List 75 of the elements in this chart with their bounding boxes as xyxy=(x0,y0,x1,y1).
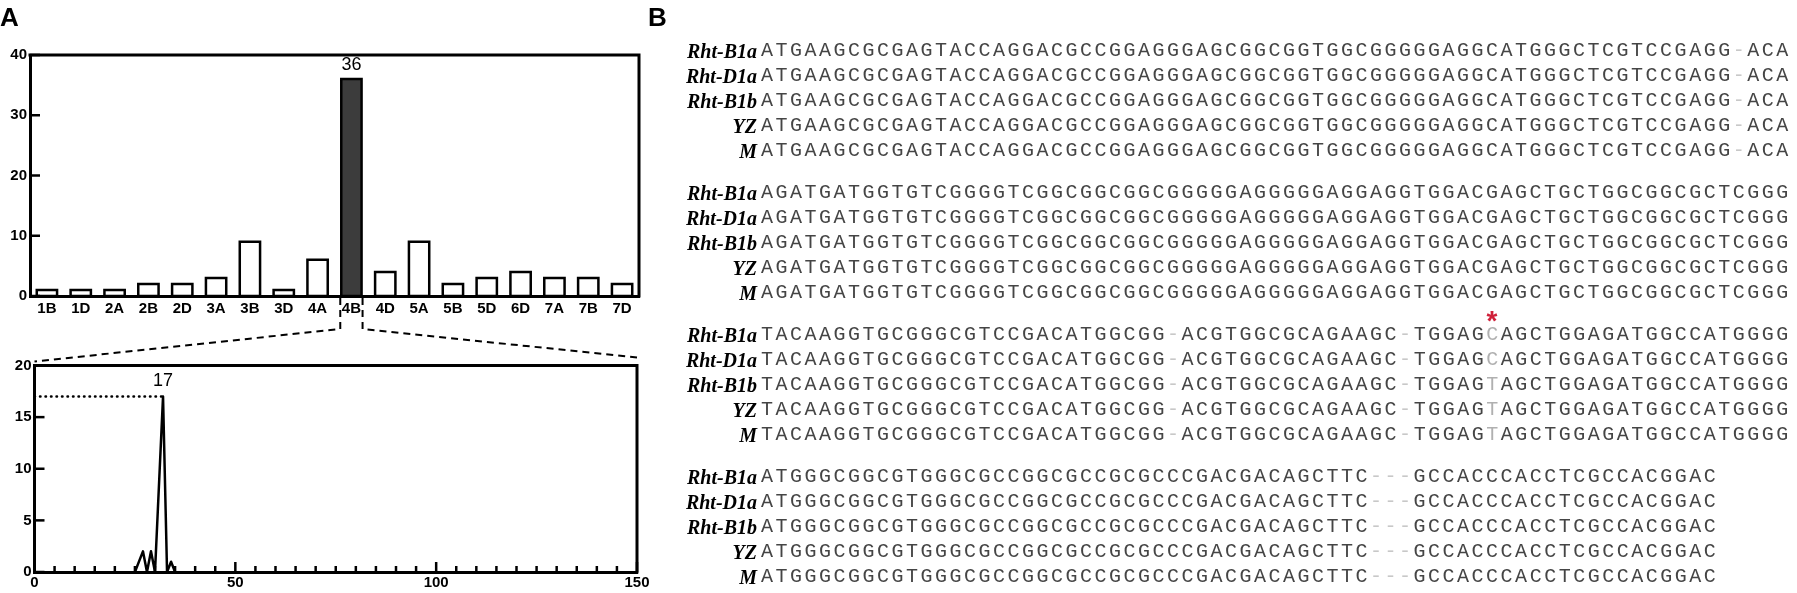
y-tick-label: 30 xyxy=(10,105,27,123)
text: B xyxy=(648,2,667,32)
category-label: Rht-D1a xyxy=(685,207,757,229)
y-tick-label: 15 xyxy=(14,407,32,425)
x-tick-label: 6D xyxy=(510,299,531,317)
x-tick-label: 1D xyxy=(71,299,91,317)
text: ATGGGCGGCGTGGGCGCCGGCGCCGCGCCCGACGACAGCTTC---GCCACCCACCTCGCCACGGAC xyxy=(761,540,1719,563)
category-label: M xyxy=(739,566,757,588)
x-tick-label: 1B xyxy=(37,299,57,317)
text: ATGAAGCGCGAGTACCAGGACGCCGGAGGGAGCGGCGGTGGCGGGGGAGGCATGGGCTCGTCCGAGG-ACA xyxy=(761,89,1791,112)
x-tick-label: 4D xyxy=(375,299,395,317)
x-tick-label: 4A xyxy=(307,299,328,317)
category-label: M xyxy=(739,139,757,163)
category-label: Rht-B1b xyxy=(686,89,757,113)
y-tick-label: 5 xyxy=(23,510,32,528)
y-tick-label: 10 xyxy=(14,458,32,476)
data-label: 36 xyxy=(341,54,362,75)
category-label: Rht-D1a xyxy=(685,64,757,88)
x-tick-label: 100 xyxy=(423,573,449,591)
text: ATGAAGCGCGAGTACCAGGACGCCGGAGGGAGCGGCGGTGGCGGGGGAGGCATGGGCTCGTCCGAGG-ACA xyxy=(761,39,1791,62)
category-label: Rht-B1a xyxy=(686,324,757,346)
text: TACAAGGTGCGGGCGTCCGACATGGCGG-ACGTGGCGCAGAAGC-TGGAGCAGCTGGAGATGGCCATGGGG xyxy=(761,348,1791,371)
text: AGATGATGGTGTCGGGGTCGGCGGCGGCGGGGGAGGGGGAGGAGGTGGACGAGCTGCTGGCGGCGCTCGGG xyxy=(761,181,1791,204)
y-tick-label: 10 xyxy=(10,225,27,243)
category-label: Rht-B1a xyxy=(686,182,757,204)
x-tick-label: 7D xyxy=(612,299,632,317)
x-tick-label: 2D xyxy=(172,299,192,317)
y-tick-label: 40 xyxy=(10,45,27,63)
y-tick-label: 0 xyxy=(23,562,32,580)
text: ATGAAGCGCGAGTACCAGGACGCCGGAGGGAGCGGCGGTGGCGGGGGAGGCATGGGCTCGTCCGAGG-ACA xyxy=(761,114,1791,137)
text: TACAAGGTGCGGGCGTCCGACATGGCGG-ACGTGGCGCAGAAGC-TGGAGTAGCTGGAGATGGCCATGGGG xyxy=(761,423,1791,446)
y-tick-label: 20 xyxy=(10,165,27,183)
text: TACAAGGTGCGGGCGTCCGACATGGCGG-ACGTGGCGCAGAAGC-TGGAGCAGCTGGAGATGGCCATGGGG xyxy=(761,323,1791,346)
category-label: YZ xyxy=(732,399,757,421)
category-label: YZ xyxy=(732,257,757,279)
y-tick-label: 0 xyxy=(18,286,27,304)
category-label: Rht-D1a xyxy=(685,491,757,513)
text: ATGGGCGGCGTGGGCGCCGGCGCCGCGCCCGACGACAGCTTC---GCCACCCACCTCGCCACGGAC xyxy=(761,565,1719,588)
x-tick-label: 150 xyxy=(624,573,650,591)
category-label: M xyxy=(739,282,757,304)
chart-title: A xyxy=(0,2,19,32)
text: AGATGATGGTGTCGGGGTCGGCGGCGGCGGGGGAGGGGGAGGAGGTGGACGAGCTGCTGGCGGCGCTCGGG xyxy=(761,256,1791,279)
x-tick-label: 3B xyxy=(240,299,260,317)
category-label: Rht-B1a xyxy=(686,39,757,63)
text: AGATGATGGTGTCGGGGTCGGCGGCGGCGGGGGAGGGGGAGGAGGTGGACGAGCTGCTGGCGGCGCTCGGG xyxy=(761,281,1791,304)
category-label: Rht-B1b xyxy=(686,232,757,254)
x-tick-label: 2B xyxy=(138,299,159,317)
y-tick-label: 20 xyxy=(14,355,32,373)
category-label: Rht-B1b xyxy=(686,374,757,396)
category-label: Rht-D1a xyxy=(685,349,757,371)
text: TACAAGGTGCGGGCGTCCGACATGGCGG-ACGTGGCGCAGAAGC-TGGAGTAGCTGGAGATGGCCATGGGG xyxy=(761,398,1791,421)
x-tick-label: 4B xyxy=(341,299,362,317)
category-label: YZ xyxy=(732,114,757,138)
x-tick-label: 3D xyxy=(274,299,294,317)
text: AGATGATGGTGTCGGGGTCGGCGGCGGCGGGGGAGGGGGAGGAGGTGGACGAGCTGCTGGCGGCGCTCGGG xyxy=(761,231,1791,254)
text: ATGGGCGGCGTGGGCGCCGGCGCCGCGCCCGACGACAGCTTC---GCCACCCACCTCGCCACGGAC xyxy=(761,465,1719,488)
text: ATGGGCGGCGTGGGCGCCGGCGCCGCGCCCGACGACAGCTTC---GCCACCCACCTCGCCACGGAC xyxy=(761,490,1719,513)
x-tick-label: 50 xyxy=(226,573,244,591)
text: ATGAAGCGCGAGTACCAGGACGCCGGAGGGAGCGGCGGTGGCGGGGGAGGCATGGGCTCGTCCGAGG-ACA xyxy=(761,64,1791,87)
x-tick-label: 2A xyxy=(104,299,125,317)
text: ATGAAGCGCGAGTACCAGGACGCCGGAGGGAGCGGCGGTGGCGGGGGAGGCATGGGCTCGTCCGAGG-ACA xyxy=(761,139,1791,162)
x-tick-label: 7A xyxy=(544,299,565,317)
text: TACAAGGTGCGGGCGTCCGACATGGCGG-ACGTGGCGCAGAAGC-TGGAGTAGCTGGAGATGGCCATGGGG xyxy=(761,373,1791,396)
category-label: Rht-B1b xyxy=(686,516,757,538)
data-label: 17 xyxy=(153,370,174,391)
category-label: Rht-B1a xyxy=(686,466,757,488)
x-tick-label: 5B xyxy=(443,299,463,317)
x-tick-label: 3A xyxy=(206,299,226,317)
category-label: YZ xyxy=(732,541,757,563)
x-tick-label: 7B xyxy=(578,299,598,317)
category-label: M xyxy=(739,424,757,446)
x-tick-label: 5D xyxy=(477,299,497,317)
text: ATGGGCGGCGTGGGCGCCGGCGCCGCGCCCGACGACAGCTTC---GCCACCCACCTCGCCACGGAC xyxy=(761,515,1719,538)
text: AGATGATGGTGTCGGGGTCGGCGGCGGCGGGGGAGGGGGAGGAGGTGGACGAGCTGCTGGCGGCGCTCGGG xyxy=(761,206,1791,229)
x-tick-label: 5A xyxy=(409,299,429,317)
